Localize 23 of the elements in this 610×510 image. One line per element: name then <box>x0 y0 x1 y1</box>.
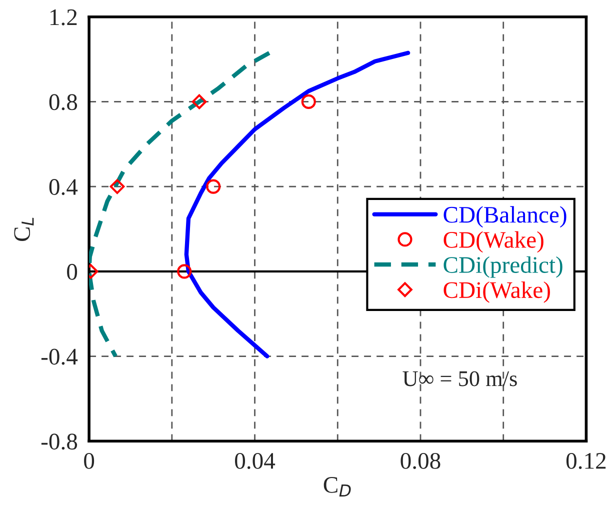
point <box>177 264 192 279</box>
point <box>110 179 125 194</box>
x-tick-label: 0.04 <box>235 452 276 469</box>
x-tick-label: 0.12 <box>566 452 606 469</box>
legend-label: CDi(Wake) <box>444 281 550 303</box>
y-tick-label: -0.4 <box>41 348 78 365</box>
y-tick-label: 0 <box>67 264 78 280</box>
point <box>206 179 221 194</box>
y-tick-label: -0.8 <box>41 434 78 450</box>
legend-label: CD(Wake) <box>444 231 544 253</box>
point <box>192 94 207 110</box>
y-tick-label: 0.8 <box>49 94 78 110</box>
line-series <box>89 50 272 358</box>
point <box>301 94 316 109</box>
legend-label: CD(Balance) <box>444 206 566 228</box>
y-tick-label: 0.4 <box>49 179 78 196</box>
x-tick-label: 0 <box>84 452 94 469</box>
x-axis-title: C$_{D}$ <box>324 477 351 497</box>
legend-label: CDi(predict) <box>444 256 562 278</box>
x-tick-label: 0.08 <box>400 452 440 469</box>
y-axis-title: C$_{L}$ <box>14 218 34 242</box>
annotation: U∞ = 50 m/s <box>402 371 517 386</box>
y-tick-label: 1.2 <box>50 9 77 26</box>
